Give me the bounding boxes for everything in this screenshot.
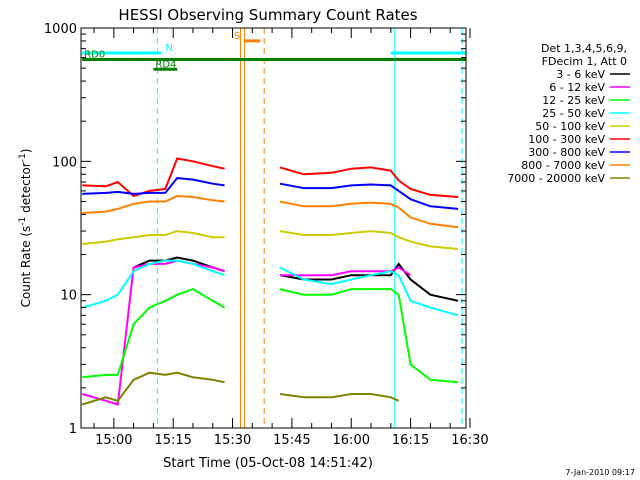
legend-item-label: 300 - 800 keV (528, 146, 605, 159)
flag-label: RD4 (155, 59, 176, 70)
plot-frame (80, 27, 467, 429)
series-line (279, 393, 400, 402)
legend-item-label: 800 - 7000 keV (521, 159, 605, 172)
chart-title: HESSI Observing Summary Count Rates (118, 6, 417, 24)
y-axis-label-exponent: -1 (18, 217, 28, 226)
series-line (82, 176, 225, 195)
plot-area: N RD0 RD4 S (81, 28, 466, 428)
flag-label: RD0 (84, 50, 105, 61)
y-axis-label: Count Rate (s-1 detector-1) (18, 149, 33, 308)
y-axis-label-part: ) (19, 149, 33, 154)
x-axis: 15:00 15:15 15:30 15:45 16:00 16:15 16:30 (93, 28, 489, 448)
flag-label: S (234, 31, 240, 42)
legend-item-label: 12 - 25 keV (542, 94, 605, 107)
flag-label: N (165, 43, 172, 54)
x-tick-label: 15:00 (95, 433, 132, 448)
series-line (81, 371, 225, 406)
series-line (82, 194, 225, 214)
y-axis-label-group: Count Rate (s-1 detector-1) (18, 149, 33, 308)
legend-item-label: 7000 - 20000 keV (507, 172, 605, 185)
y-axis-label-exponent: -1 (18, 153, 28, 162)
y-tick-label: 1000 (44, 22, 77, 37)
series-line (82, 157, 225, 198)
y-axis-label-part: Count Rate (s (19, 226, 33, 308)
series-line (279, 200, 459, 229)
series-line (81, 259, 225, 309)
series-line (280, 266, 412, 277)
legend-item-label: 100 - 300 keV (528, 133, 605, 146)
x-tick-label: 16:15 (392, 433, 429, 448)
series-line (279, 262, 459, 302)
x-axis-label: Start Time (05-Oct-08 14:51:42) (163, 456, 373, 471)
legend-item-label: 3 - 6 keV (556, 68, 605, 81)
x-tick-label: 15:15 (154, 433, 191, 448)
x-tick-label: 16:00 (333, 433, 370, 448)
series-line (279, 230, 459, 250)
series-line (81, 259, 225, 406)
series-line (279, 266, 459, 317)
legend-header-line: Det 1,3,4,5,6,9, (541, 42, 627, 55)
y-tick-label: 100 (52, 155, 77, 170)
legend-item-label: 25 - 50 keV (542, 107, 605, 120)
x-tick-label: 15:45 (273, 433, 310, 448)
y-tick-label: 10 (60, 289, 77, 304)
y-axis: 1 10 100 1000 (44, 22, 466, 437)
series-line (279, 288, 459, 384)
y-axis-label-part: detector (19, 162, 33, 217)
x-tick-label: 15:30 (214, 433, 251, 448)
series-line (279, 182, 459, 210)
series-line (82, 230, 225, 245)
legend: Det 1,3,4,5,6,9, FDecim 1, Att 0 3 - 6 k… (507, 42, 630, 185)
generation-timestamp: 7-Jan-2010 09:17 (565, 468, 635, 477)
series-line (279, 166, 459, 198)
x-tick-label: 16:30 (451, 433, 488, 448)
legend-item-label: 50 - 100 keV (535, 120, 605, 133)
legend-header-line: FDecim 1, Att 0 (542, 55, 627, 68)
y-tick-label: 1 (69, 422, 77, 437)
legend-item-label: 6 - 12 keV (549, 81, 605, 94)
series-line (82, 288, 226, 379)
